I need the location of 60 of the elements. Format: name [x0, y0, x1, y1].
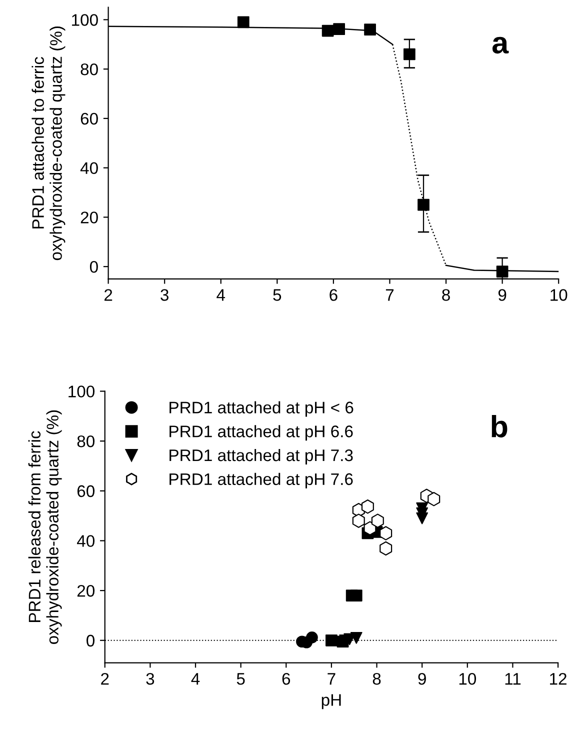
point: [326, 634, 338, 646]
annotation: a: [492, 36, 509, 54]
y-tick-label: 60: [77, 485, 95, 498]
y-tick-label: 100: [72, 14, 98, 26]
point: [496, 266, 508, 278]
x-tick-label: 7: [328, 673, 336, 685]
x-tick-label: 10: [459, 672, 476, 685]
point: [404, 48, 416, 60]
legend-label: PRD1 attached at pH < 6: [170, 401, 354, 417]
point: [237, 16, 250, 28]
y-tick-label: 0: [90, 260, 98, 273]
x-tick-label: 9: [498, 289, 506, 301]
x-tick-label: 9: [418, 672, 426, 685]
legend-label: PRD1 attached at pH 6.6: [170, 425, 353, 441]
legend-label: PRD1 attached at pH 7.6: [170, 472, 353, 488]
point: [361, 499, 374, 514]
point: [350, 632, 362, 644]
x-tick-label: 10: [550, 289, 568, 301]
annotation: b: [492, 415, 508, 438]
point: [371, 514, 384, 528]
y-tick-label: 0: [86, 634, 95, 647]
point: [416, 512, 428, 524]
x-tick-label: 12: [550, 672, 566, 685]
legend-label: PRD1 attached at pH 7.3: [170, 448, 353, 464]
y-axis-title: PRD1 released from ferric oxyhydroxide-coated quartz (%): [28, 410, 62, 644]
x-tick-label: 4: [216, 289, 226, 301]
y-tick-label: 80: [80, 63, 98, 76]
point: [418, 198, 430, 211]
y-tick-label: 20: [80, 212, 98, 224]
y-tick-label: 40: [77, 535, 95, 547]
x-tick-label: 4: [191, 673, 200, 685]
point: [352, 514, 365, 528]
x-tick-label: 8: [442, 289, 450, 301]
point: [364, 24, 376, 36]
point: [350, 590, 362, 602]
x-tick-label: 6: [282, 672, 290, 685]
x-tick-label: 2: [104, 289, 112, 301]
y-tick-label: 100: [68, 386, 95, 398]
point: [428, 492, 440, 506]
x-axis-title: pH: [322, 694, 341, 710]
x-tick-label: 5: [236, 673, 245, 685]
point: [380, 541, 392, 556]
y-tick-label: 40: [80, 162, 98, 174]
y-tick-label: 80: [77, 435, 95, 448]
x-tick-label: 3: [146, 672, 154, 685]
x-tick-label: 5: [273, 289, 282, 301]
x-tick-label: 11: [505, 673, 521, 685]
x-tick-label: 7: [386, 289, 394, 301]
x-tick-label: 8: [372, 672, 381, 685]
point: [333, 23, 346, 35]
y-axis-title: PRD1 attached to ferric oxyhydroxide-coated quartz (%): [32, 26, 66, 260]
x-tick-label: 3: [160, 289, 168, 301]
point: [322, 24, 334, 37]
y-tick-label: 20: [77, 584, 95, 597]
point: [306, 631, 318, 644]
point: [380, 526, 392, 540]
point: [364, 521, 376, 536]
x-tick-label: 6: [330, 289, 338, 301]
y-tick-label: 60: [80, 112, 98, 125]
x-tick-label: 2: [101, 672, 109, 685]
